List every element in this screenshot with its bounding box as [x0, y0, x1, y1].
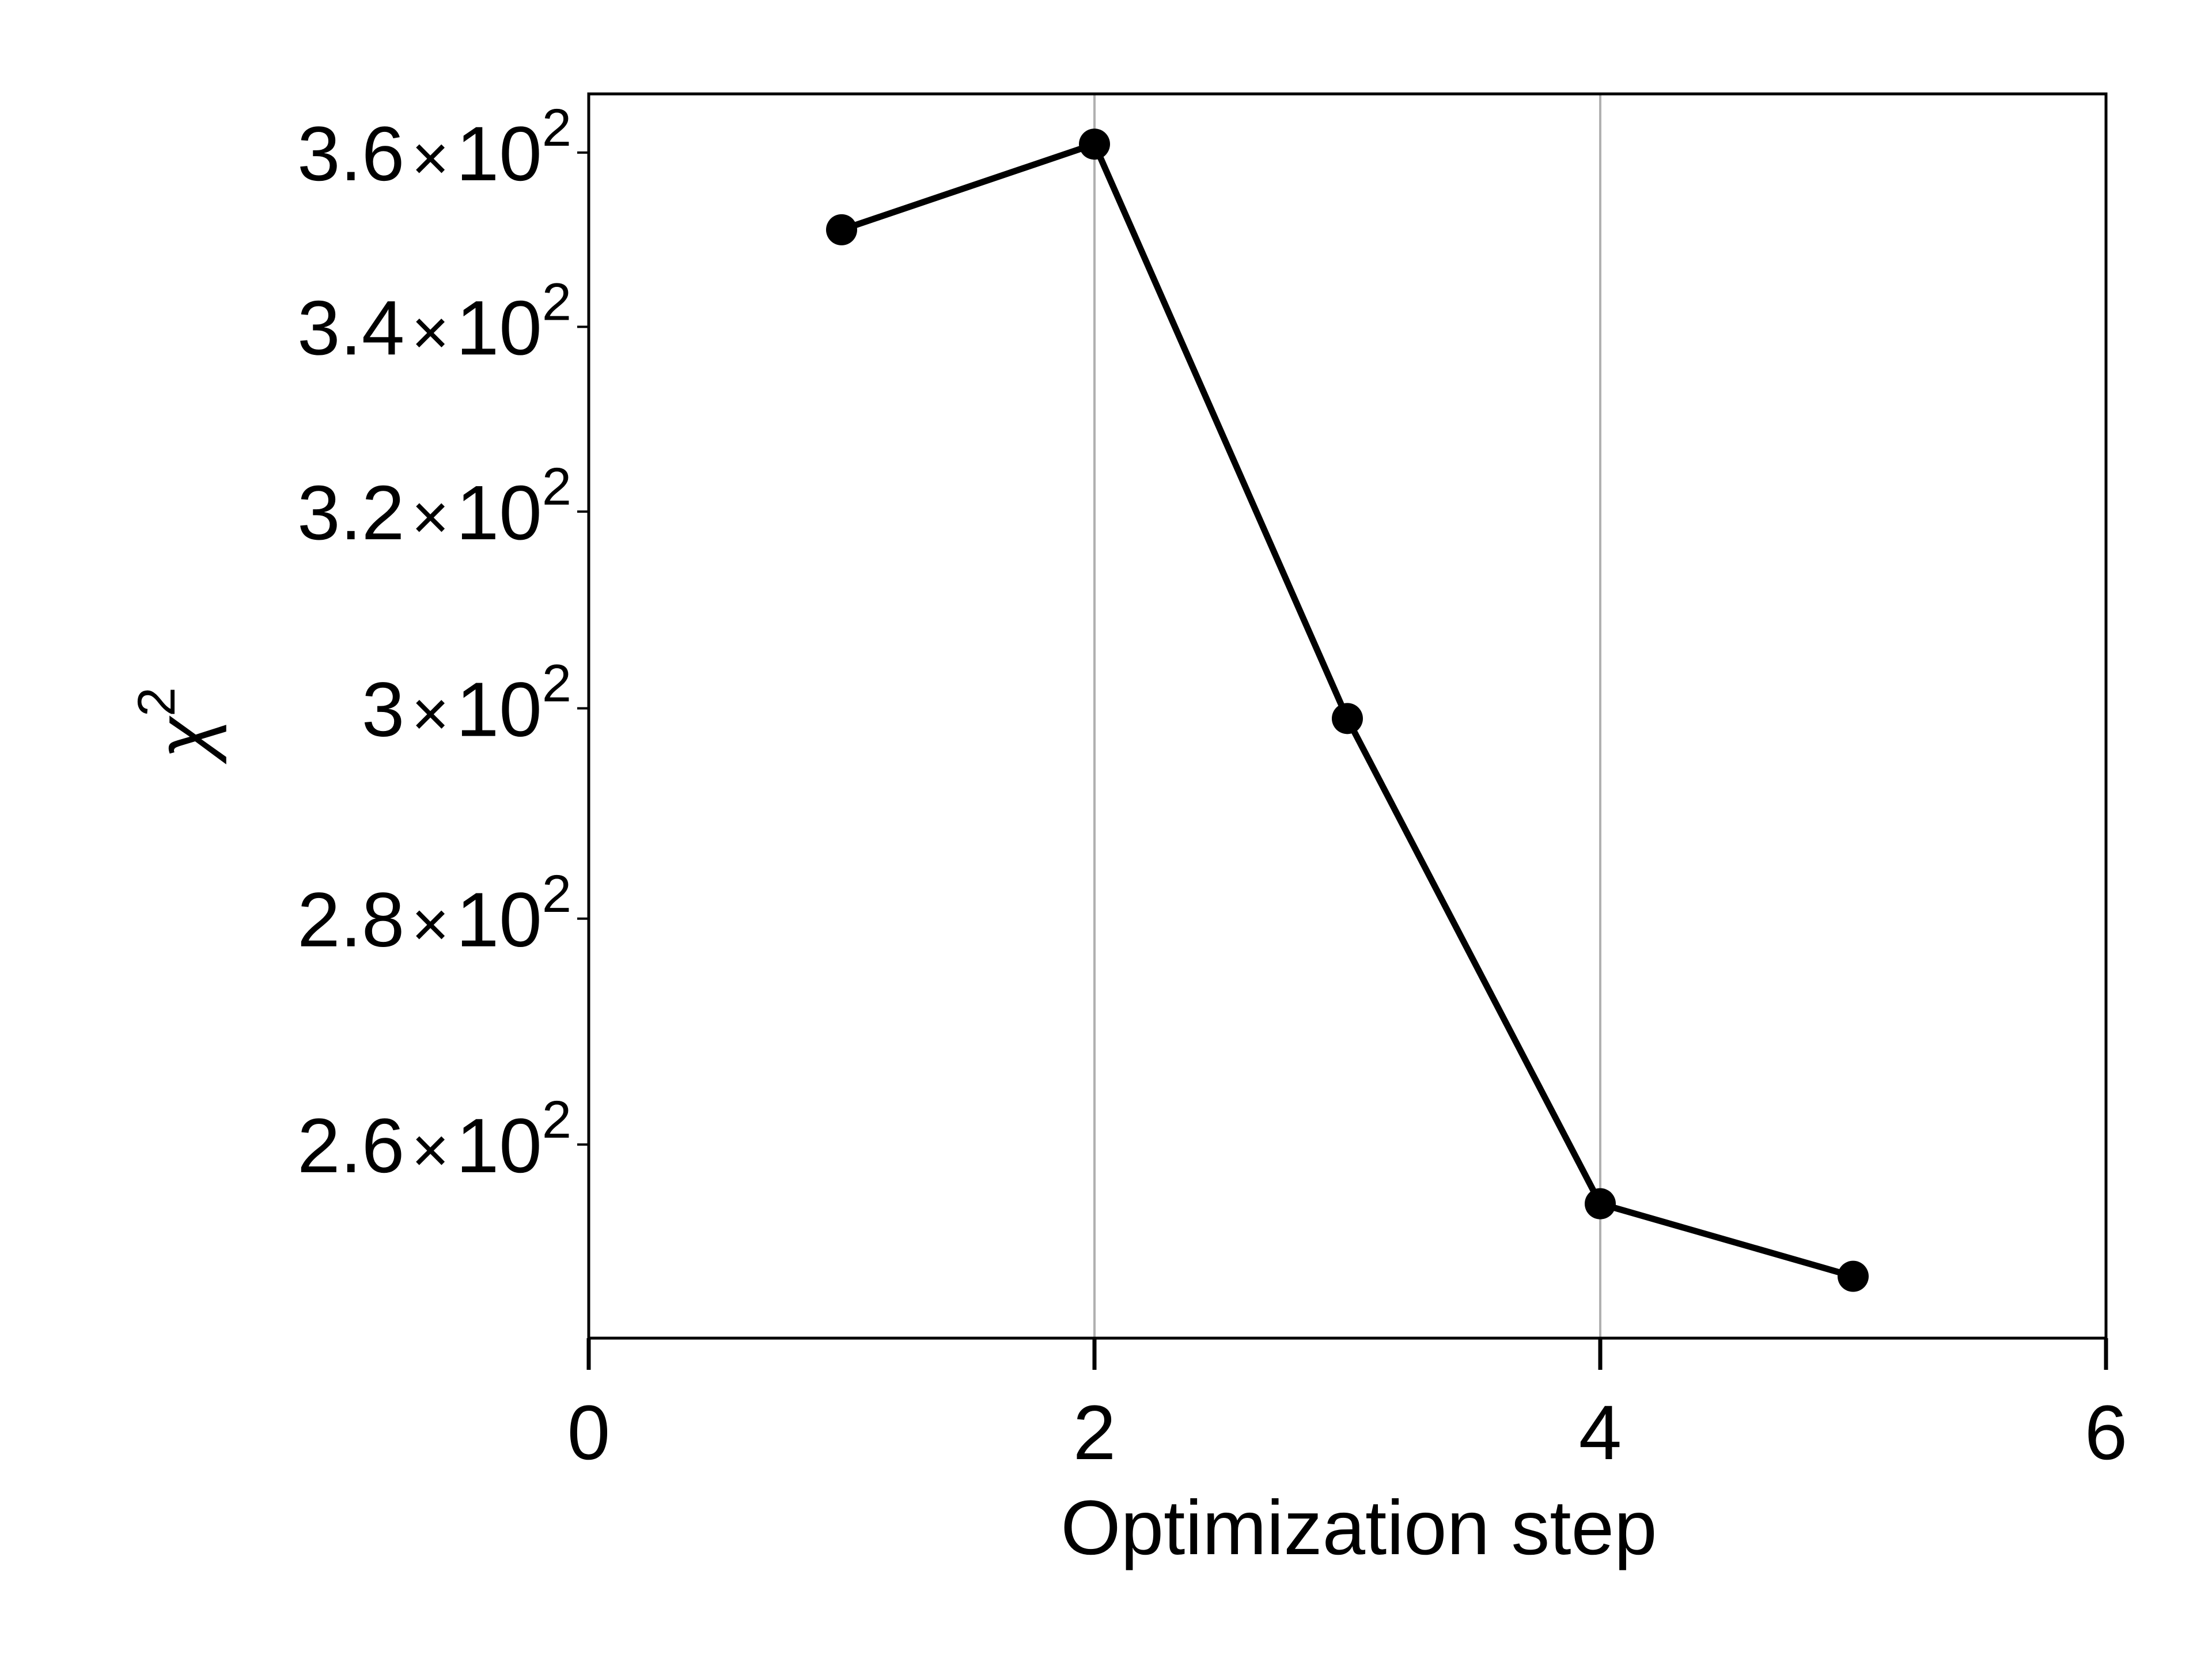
series-line: [826, 128, 1869, 1292]
y-axis-label-symbol: χ: [141, 715, 227, 764]
y-tick-label: 2.6 ×102: [297, 1090, 571, 1189]
data-point: [1585, 1188, 1616, 1219]
plot-frame: [587, 92, 2108, 1340]
y-tick-label: 3.4 ×102: [297, 272, 571, 371]
data-point: [1079, 128, 1110, 160]
y-axis-label-exponent: 2: [127, 687, 186, 717]
y-tick-label: 3 ×102: [362, 654, 571, 753]
x-tick-label: 0: [567, 1390, 611, 1476]
x-axis-label: Optimization step: [1060, 1485, 1657, 1571]
x-tick-label: 6: [2085, 1390, 2128, 1476]
y-axis-label: χ2: [127, 687, 227, 764]
y-axis-ticks: 3.6 ×102 3.4 ×102 3.2 ×102 3 ×102 2.8 ×102 2.6 ×102: [297, 99, 589, 1189]
data-point: [1838, 1260, 1869, 1292]
grid-lines: [1093, 94, 1601, 1338]
data-point: [826, 214, 857, 245]
y-tick-label: 3.2 ×102: [297, 457, 571, 556]
y-tick-label: 3.6 ×102: [297, 99, 571, 197]
y-tick-label: 2.8 ×102: [297, 865, 571, 963]
data-point: [1332, 703, 1363, 734]
x-tick-label: 2: [1073, 1390, 1116, 1476]
x-tick-label: 4: [1579, 1390, 1622, 1476]
x-axis-ticks: 0 2 4 6: [567, 1338, 2128, 1476]
